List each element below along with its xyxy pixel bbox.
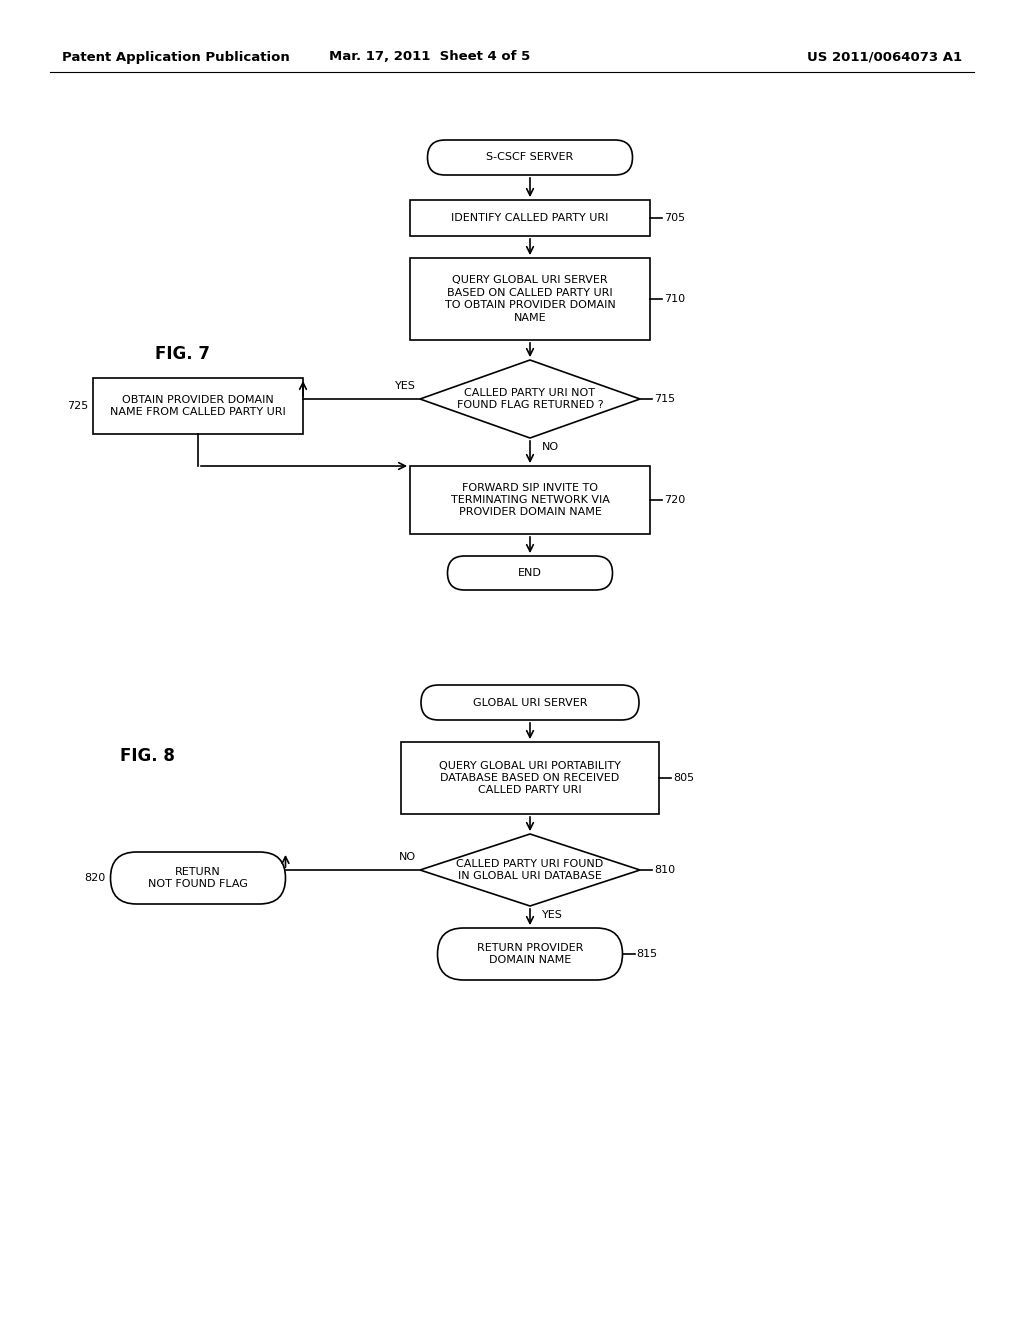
FancyBboxPatch shape <box>447 556 612 590</box>
Polygon shape <box>420 834 640 906</box>
Text: CALLED PARTY URI FOUND
IN GLOBAL URI DATABASE: CALLED PARTY URI FOUND IN GLOBAL URI DAT… <box>457 859 603 882</box>
Text: 815: 815 <box>637 949 657 960</box>
FancyBboxPatch shape <box>410 201 650 236</box>
Text: FIG. 8: FIG. 8 <box>120 747 175 766</box>
FancyBboxPatch shape <box>427 140 633 176</box>
Text: IDENTIFY CALLED PARTY URI: IDENTIFY CALLED PARTY URI <box>452 213 608 223</box>
Text: 710: 710 <box>664 294 685 304</box>
Text: QUERY GLOBAL URI PORTABILITY
DATABASE BASED ON RECEIVED
CALLED PARTY URI: QUERY GLOBAL URI PORTABILITY DATABASE BA… <box>439 760 621 796</box>
Text: FORWARD SIP INVITE TO
TERMINATING NETWORK VIA
PROVIDER DOMAIN NAME: FORWARD SIP INVITE TO TERMINATING NETWOR… <box>451 483 609 517</box>
Text: FIG. 7: FIG. 7 <box>155 345 210 363</box>
Text: OBTAIN PROVIDER DOMAIN
NAME FROM CALLED PARTY URI: OBTAIN PROVIDER DOMAIN NAME FROM CALLED … <box>111 395 286 417</box>
FancyBboxPatch shape <box>421 685 639 719</box>
FancyBboxPatch shape <box>410 466 650 535</box>
Text: 805: 805 <box>673 774 694 783</box>
Text: CALLED PARTY URI NOT
FOUND FLAG RETURNED ?: CALLED PARTY URI NOT FOUND FLAG RETURNED… <box>457 388 603 411</box>
Text: RETURN
NOT FOUND FLAG: RETURN NOT FOUND FLAG <box>148 867 248 890</box>
Text: NO: NO <box>542 442 559 451</box>
Text: US 2011/0064073 A1: US 2011/0064073 A1 <box>807 50 962 63</box>
Text: YES: YES <box>542 909 563 920</box>
Text: RETURN PROVIDER
DOMAIN NAME: RETURN PROVIDER DOMAIN NAME <box>477 942 584 965</box>
Text: 715: 715 <box>654 393 675 404</box>
Text: QUERY GLOBAL URI SERVER
BASED ON CALLED PARTY URI
TO OBTAIN PROVIDER DOMAIN
NAME: QUERY GLOBAL URI SERVER BASED ON CALLED … <box>444 276 615 322</box>
FancyBboxPatch shape <box>401 742 659 814</box>
Polygon shape <box>420 360 640 438</box>
FancyBboxPatch shape <box>93 378 303 434</box>
Text: GLOBAL URI SERVER: GLOBAL URI SERVER <box>473 697 587 708</box>
Text: Patent Application Publication: Patent Application Publication <box>62 50 290 63</box>
Text: 720: 720 <box>664 495 685 506</box>
Text: NO: NO <box>399 851 416 862</box>
FancyBboxPatch shape <box>437 928 623 979</box>
Text: Mar. 17, 2011  Sheet 4 of 5: Mar. 17, 2011 Sheet 4 of 5 <box>330 50 530 63</box>
FancyBboxPatch shape <box>111 851 286 904</box>
Text: YES: YES <box>395 381 416 391</box>
Text: 725: 725 <box>67 401 88 411</box>
Text: S-CSCF SERVER: S-CSCF SERVER <box>486 153 573 162</box>
Text: 820: 820 <box>84 873 105 883</box>
Text: 705: 705 <box>664 213 685 223</box>
FancyBboxPatch shape <box>410 257 650 341</box>
Text: 810: 810 <box>654 865 675 875</box>
Text: END: END <box>518 568 542 578</box>
